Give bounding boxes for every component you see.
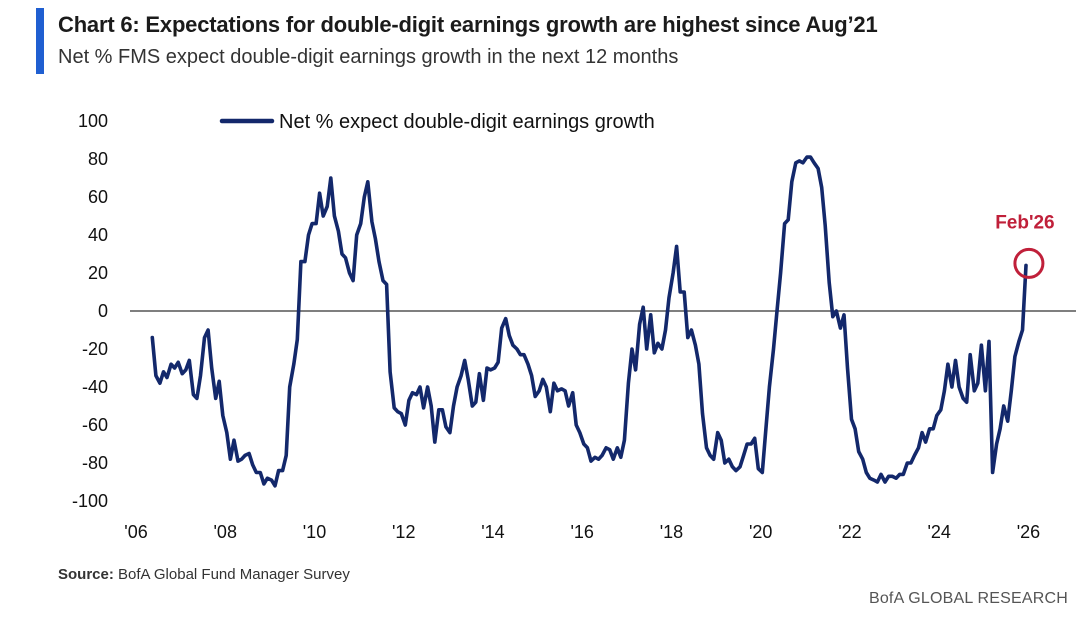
x-axis: '06 '08 '10 '12 '14 '16 '18 '20 '22 '24 '26 <box>124 522 1040 542</box>
y-tick-label: 0 <box>98 301 108 321</box>
x-tick-label: '22 <box>838 522 861 542</box>
annotation: Feb'26 <box>995 212 1055 279</box>
chart-title: Chart 6: Expectations for double-digit e… <box>58 12 878 37</box>
source-label: Source: <box>58 566 114 583</box>
x-tick-label: '06 <box>124 522 147 542</box>
annotation-circle <box>1013 247 1045 279</box>
x-tick-label: '16 <box>570 522 593 542</box>
y-tick-label: 80 <box>88 149 108 169</box>
annotation-label: Feb'26 <box>995 212 1054 233</box>
y-tick-label: -100 <box>72 491 108 511</box>
legend-label: Net % expect double-digit earnings growt… <box>279 111 655 133</box>
y-tick-label: 20 <box>88 263 108 283</box>
brand-footer: BofA GLOBAL RESEARCH <box>868 590 1068 607</box>
title-accent-bar <box>36 8 44 74</box>
x-tick-label: '10 <box>303 522 326 542</box>
source-note: Source: BofA Global Fund Manager Survey <box>58 566 350 583</box>
y-tick-label: -40 <box>82 377 108 397</box>
x-tick-label: '26 <box>1017 522 1040 542</box>
legend: Net % expect double-digit earnings growt… <box>219 111 655 133</box>
source-text: BofA Global Fund Manager Survey <box>113 566 350 583</box>
x-tick-label: '14 <box>481 522 504 542</box>
series-line <box>150 155 1028 488</box>
y-axis: 100 80 60 40 20 0 -20 -40 -60 -80 -100 <box>72 111 108 511</box>
x-tick-label: '24 <box>927 522 950 542</box>
y-tick-label: -20 <box>82 339 108 359</box>
x-tick-label: '18 <box>660 522 683 542</box>
y-tick-label: -60 <box>82 415 108 435</box>
x-tick-label: '12 <box>392 522 415 542</box>
y-tick-label: -80 <box>82 453 108 473</box>
chart-subtitle: Net % FMS expect double-digit earnings g… <box>58 46 679 68</box>
x-tick-label: '08 <box>214 522 237 542</box>
x-tick-label: '20 <box>749 522 772 542</box>
y-tick-label: 60 <box>88 187 108 207</box>
y-tick-label: 40 <box>88 225 108 245</box>
y-tick-label: 100 <box>78 111 108 131</box>
